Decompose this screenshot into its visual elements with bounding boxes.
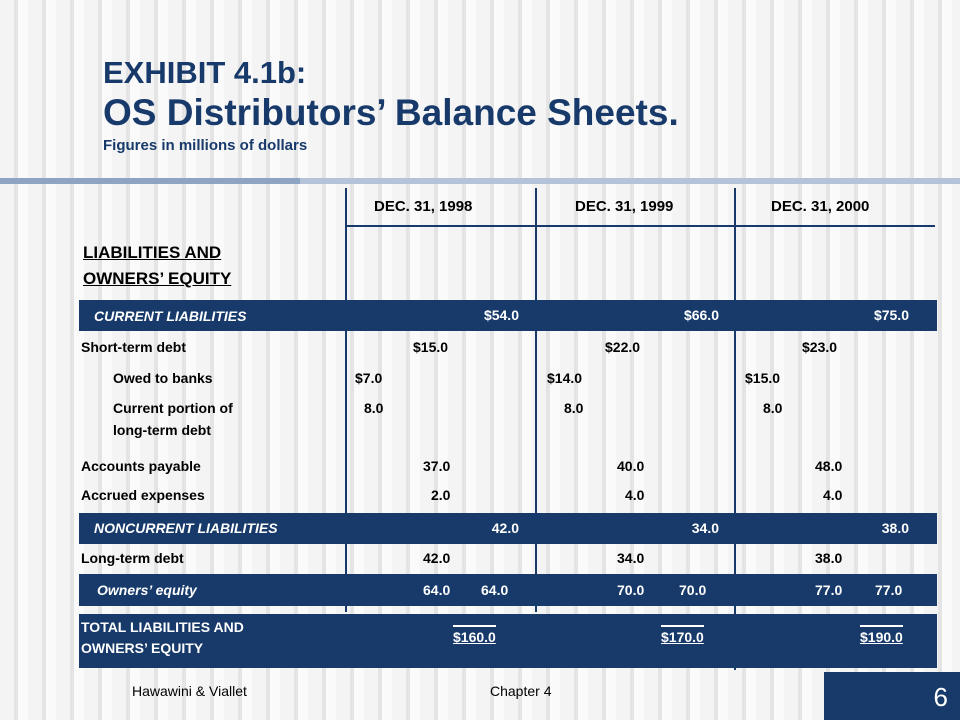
value-cell: 37.0 — [423, 458, 451, 474]
value-cell: 4.0 — [823, 487, 843, 503]
value-cell: 40.0 — [617, 458, 645, 474]
section-heading-line1: LIABILITIES AND — [83, 243, 222, 262]
current-portion-label-2: long-term debt — [113, 422, 211, 438]
footer-author: Hawawini & Viallet — [132, 683, 247, 699]
value-cell: $23.0 — [802, 339, 838, 355]
title-block: EXHIBIT 4.1b: OS Distributors’ Balance S… — [103, 55, 679, 154]
value-cell: $15.0 — [745, 370, 781, 386]
value-cell: 38.0 — [881, 520, 909, 536]
total-cell: $190.0 — [860, 625, 903, 645]
column-divider — [345, 188, 347, 612]
short-term-debt-label: Short-term debt — [81, 339, 186, 355]
title-divider-accent — [0, 178, 300, 184]
noncurrent-liabilities-label: NONCURRENT LIABILITIES — [94, 520, 278, 536]
value-cell: 38.0 — [815, 550, 843, 566]
value-cell: 77.0 — [875, 582, 903, 598]
value-cell: $7.0 — [355, 370, 383, 386]
column-divider — [734, 188, 736, 670]
exhibit-title: EXHIBIT 4.1b: — [103, 55, 307, 90]
value-cell: 42.0 — [423, 550, 451, 566]
value-cell: $66.0 — [683, 307, 719, 323]
total-row: TOTAL LIABILITIES AND OWNERS’ EQUITY $16… — [79, 614, 937, 668]
slide-subtitle: Figures in millions of dollars — [103, 137, 308, 154]
value-cell: 34.0 — [617, 550, 645, 566]
value-cell: 4.0 — [625, 487, 645, 503]
value-cell: 2.0 — [431, 487, 451, 503]
total-label-2: OWNERS’ EQUITY — [81, 640, 204, 656]
column-divider — [535, 188, 537, 612]
value-cell: $54.0 — [483, 307, 519, 323]
title-divider — [0, 178, 960, 184]
value-cell: $22.0 — [605, 339, 641, 355]
value-cell: 48.0 — [815, 458, 843, 474]
value-cell: 64.0 — [481, 582, 509, 598]
owners-equity-label: Owners’ equity — [97, 582, 197, 598]
section-heading: LIABILITIES AND OWNERS’ EQUITY — [83, 240, 231, 292]
section-heading-line2: OWNERS’ EQUITY — [83, 269, 232, 288]
footer-chapter: Chapter 4 — [490, 683, 552, 699]
value-cell: 77.0 — [815, 582, 843, 598]
value-cell: $75.0 — [873, 307, 909, 323]
slide-title: OS Distributors’ Balance Sheets. — [103, 92, 679, 133]
current-liabilities-label: CURRENT LIABILITIES — [94, 308, 247, 324]
value-cell: 70.0 — [617, 582, 645, 598]
total-cell: $160.0 — [453, 625, 496, 645]
value-cell: 34.0 — [691, 520, 719, 536]
value-cell: 42.0 — [491, 520, 519, 536]
value-cell: $15.0 — [413, 339, 449, 355]
noncurrent-liabilities-row: NONCURRENT LIABILITIES 42.0 34.0 38.0 — [79, 513, 937, 544]
value-cell: 70.0 — [679, 582, 707, 598]
page-number-box: 6 — [824, 672, 960, 720]
column-header-1999: DEC. 31, 1999 — [575, 198, 674, 215]
value-cell: 8.0 — [364, 400, 384, 416]
value-cell: 64.0 — [423, 582, 451, 598]
accrued-expenses-label: Accrued expenses — [81, 487, 205, 503]
column-header-1998: DEC. 31, 1998 — [374, 198, 473, 215]
current-liabilities-row: CURRENT LIABILITIES $54.0 $66.0 $75.0 — [79, 300, 937, 331]
current-portion-label: Current portion of — [113, 400, 233, 416]
long-term-debt-label: Long-term debt — [81, 550, 184, 566]
value-cell: 8.0 — [564, 400, 584, 416]
accounts-payable-label: Accounts payable — [81, 458, 201, 474]
column-header-2000: DEC. 31, 2000 — [771, 198, 870, 215]
total-label: TOTAL LIABILITIES AND — [81, 619, 244, 635]
total-cell: $170.0 — [661, 625, 704, 645]
balance-sheet-table: DEC. 31, 1998 DEC. 31, 1999 DEC. 31, 200… — [79, 188, 937, 670]
owners-equity-row: Owners’ equity 64.0 64.0 70.0 70.0 77.0 … — [79, 574, 937, 606]
value-cell: $14.0 — [547, 370, 583, 386]
value-cell: 8.0 — [763, 400, 783, 416]
page-number: 6 — [933, 682, 948, 712]
owed-to-banks-label: Owed to banks — [113, 370, 213, 386]
header-rule — [345, 225, 935, 227]
